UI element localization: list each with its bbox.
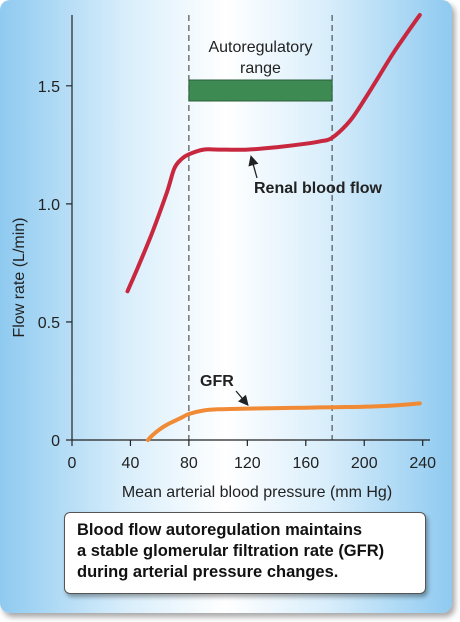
x-tick-label: 80 (180, 455, 198, 472)
figure-panel: Autoregulatory range 0 40 80 120 160 200 240 0 0… (0, 0, 452, 613)
renal-blood-flow-label: Renal blood flow (254, 180, 383, 197)
y-tick-label: 0.5 (38, 315, 60, 332)
gfr-arrow (235, 390, 249, 406)
caption-line: Blood flow autoregulation maintains (77, 521, 363, 539)
gfr-line (146, 401, 422, 442)
renal-blood-flow-line (125, 13, 422, 294)
x-tick-label: 0 (68, 455, 77, 472)
renal-arrow (248, 155, 259, 179)
gfr-label: GFR (200, 373, 234, 390)
caption-line: a stable glomerular filtration rate (GFR… (77, 542, 385, 560)
caption-line: during arterial pressure changes. (77, 563, 339, 581)
y-axis-label: Flow rate (L/min) (11, 217, 28, 337)
x-tick-label: 200 (351, 455, 378, 472)
caption-box: Blood flow autoregulation maintains a st… (64, 512, 426, 594)
x-tick-label: 160 (292, 455, 319, 472)
chart: Autoregulatory range 0 40 80 120 160 200 240 0 0… (11, 13, 436, 501)
y-tick-label: 1.0 (38, 197, 60, 214)
x-tick-label: 240 (409, 455, 436, 472)
autoregulatory-range-label-2: range (240, 60, 281, 77)
autoregulatory-range-label: Autoregulatory (208, 39, 312, 56)
y-tick-label: 0 (51, 433, 60, 450)
x-tick-label: 40 (122, 455, 140, 472)
x-axis-label: Mean arterial blood pressure (mm Hg) (122, 484, 392, 501)
y-tick-label: 1.5 (38, 79, 60, 96)
autoregulatory-range-bar (188, 79, 333, 102)
caption-text: Blood flow autoregulation maintains a st… (77, 520, 415, 583)
x-tick-label: 120 (234, 455, 261, 472)
